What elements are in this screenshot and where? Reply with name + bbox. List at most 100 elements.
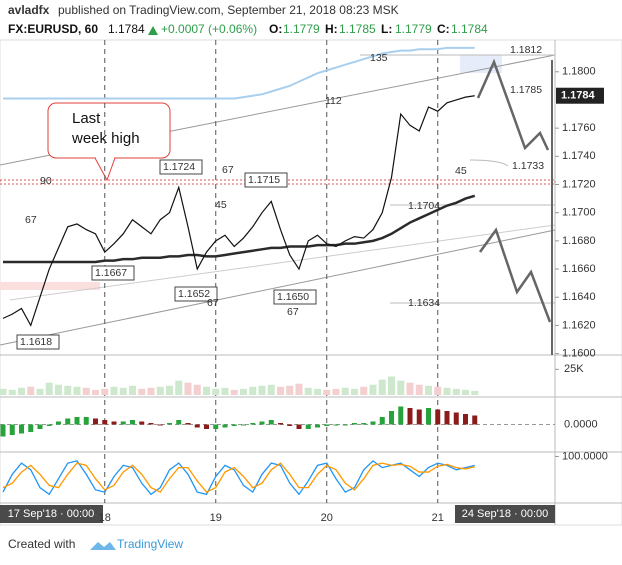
annotation: 67 (287, 306, 299, 318)
macd-bar (324, 424, 330, 426)
time-start: 17 Sep'18 · 00:00 (8, 508, 95, 520)
annotation: 67 (207, 297, 219, 309)
annotation-box (174, 286, 218, 302)
volume-bar (425, 385, 432, 395)
volume-bar (341, 387, 349, 395)
macd-bar (453, 412, 459, 425)
volume-bar (471, 390, 479, 395)
macd-bar (83, 417, 89, 425)
user: avladfx (8, 3, 50, 17)
header-text: 1.1784 (108, 22, 145, 36)
last-price-box (556, 87, 604, 104)
volume-bar (314, 388, 321, 395)
published: published on TradingView.com, September … (58, 3, 399, 17)
volume-bar (101, 388, 109, 395)
volume-bar (304, 387, 312, 395)
macd-bar (444, 411, 450, 425)
macd-bar (56, 421, 61, 425)
volume-bar (0, 388, 7, 395)
macd-bar (250, 423, 256, 425)
volume-bar (36, 388, 44, 395)
y-tick-label: 1.1740 (562, 150, 596, 162)
trend (0, 229, 556, 346)
y-tick-label: 1.1620 (562, 319, 596, 331)
volume-bar (193, 384, 201, 395)
annotation-box (91, 265, 135, 281)
volume-bar (92, 389, 99, 395)
annotation: 1.1733 (512, 160, 544, 172)
annotation: 1.1618 (20, 336, 52, 348)
y-tick-label: 1.1600 (562, 347, 596, 359)
time-badge (0, 505, 103, 523)
macd-bar (194, 424, 200, 428)
volume-bar (119, 387, 127, 395)
volume-bar (258, 385, 266, 395)
annotation: 1.1812 (510, 44, 542, 56)
volume-bar (8, 389, 16, 395)
annotation: 1.1652 (178, 288, 210, 300)
projection-path (478, 227, 552, 323)
volume-bar (230, 389, 238, 395)
annotation-box (244, 172, 288, 188)
volume-bar (184, 382, 192, 395)
volume-bar (397, 380, 405, 395)
annotation: 90 (40, 175, 52, 187)
volume-bar (462, 389, 469, 395)
header-text: H: (325, 22, 338, 36)
volume-bar (110, 386, 118, 395)
macd-bar (37, 424, 43, 429)
macd-bar (167, 423, 172, 425)
trend (9, 224, 556, 301)
macd-bar (333, 424, 339, 426)
macd-bar (472, 415, 478, 425)
macd-bar (389, 411, 394, 425)
volume-bar (443, 387, 451, 395)
macd-bar (74, 417, 80, 425)
x-tick-label: 19 (210, 512, 222, 524)
volume-bar (64, 385, 72, 395)
annotation: 1.1724 (163, 161, 195, 173)
y-tick-label: 1.1660 (562, 263, 596, 275)
x-tick-label: 18 (99, 512, 111, 524)
annotation: 45 (455, 165, 467, 177)
y-tick-label: 0.0000 (564, 418, 598, 430)
macd-bar (157, 424, 163, 426)
y-tick-label: 1.1680 (562, 235, 596, 247)
header-text: 1.1779 (395, 22, 432, 36)
macd-bar (139, 421, 145, 425)
annotation-box (273, 289, 317, 305)
volume-bar (221, 387, 229, 395)
header-text: C: (437, 22, 450, 36)
macd-bar (93, 418, 98, 425)
header-text: 1.1779 (283, 22, 320, 36)
header-text: L: (381, 22, 392, 36)
annotation: 1.1634 (408, 297, 440, 309)
volume-bar (212, 388, 220, 395)
projection-path (476, 58, 550, 151)
annotation-box (159, 159, 203, 175)
macd-bar (19, 424, 24, 434)
brand[interactable]: TradingView (117, 537, 183, 551)
macd-bar (370, 421, 376, 425)
time-end: 24 Sep'18 · 00:00 (462, 508, 549, 520)
symbol-line: FX:EURUSD, 60 1.1784 +0.0007 (+0.06%) O: 1.1… (8, 22, 488, 36)
logo (90, 542, 116, 550)
header-text: +0.0007 (+0.06%) (161, 22, 257, 36)
volume-bar (27, 386, 35, 395)
y-tick-label: 100.0000 (562, 450, 608, 462)
macd-bar (102, 420, 108, 425)
macd-bar (352, 423, 357, 425)
macd-bar (315, 424, 320, 428)
annotation: 67 (222, 164, 234, 176)
macd-bar (222, 424, 228, 428)
frame (0, 39, 622, 526)
volume-bar (55, 384, 62, 395)
y-tick-label: 1.1640 (562, 291, 596, 303)
y-tick-label: 1.1720 (562, 178, 596, 190)
volume-bar (323, 389, 331, 395)
annotation: 45 (215, 199, 227, 211)
volume-bar (415, 384, 423, 395)
volume-bar (388, 376, 395, 395)
